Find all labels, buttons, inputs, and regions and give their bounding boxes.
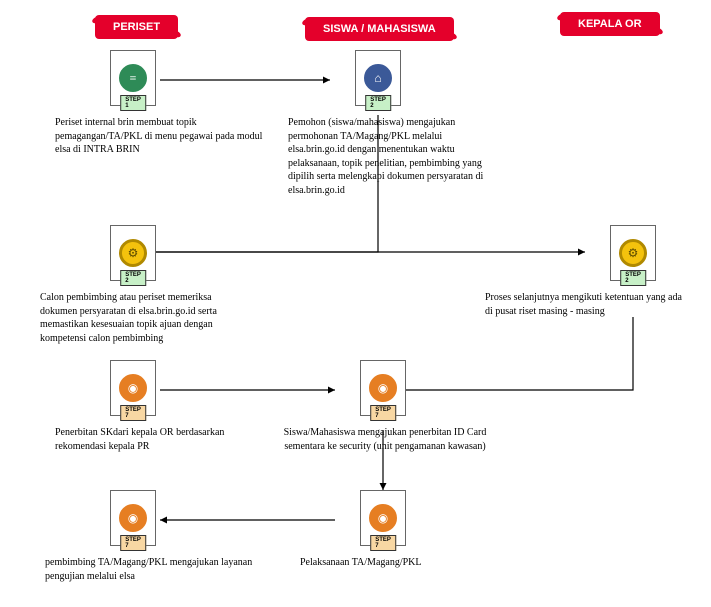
step-tag: STEP 7 — [370, 405, 396, 421]
yellow-step-icon: ⚙ — [619, 239, 647, 267]
flow-node-n2: ⌂STEP 2Pemohon (siswa/mahasiswa) mengaju… — [288, 50, 498, 197]
node-icon-box: ≡STEP 1 — [110, 50, 156, 106]
node-icon-box: ◉STEP 7 — [360, 360, 406, 416]
orange-step-icon: ◉ — [119, 374, 147, 402]
flow-node-n6: ◉STEP 7Siswa/Mahasiswa mengajukan penerb… — [280, 360, 490, 453]
step-tag: STEP 7 — [120, 405, 146, 421]
node-text: pembimbing TA/Magang/PKL mengajukan laya… — [45, 556, 255, 583]
node-icon-box: ⌂STEP 2 — [355, 50, 401, 106]
step-tag: STEP 2 — [120, 270, 146, 286]
node-text: Siswa/Mahasiswa mengajukan penerbitan ID… — [280, 426, 490, 453]
header-kepala: KEPALA OR — [560, 12, 660, 36]
step-tag: STEP 1 — [120, 95, 146, 111]
flow-node-n7: ◉STEP 7pembimbing TA/Magang/PKL mengajuk… — [45, 490, 255, 583]
step-tag: STEP 2 — [365, 95, 391, 111]
node-text: Calon pembimbing atau periset memeriksa … — [40, 291, 250, 345]
node-icon-box: ◉STEP 7 — [360, 490, 406, 546]
orange-step-icon: ◉ — [369, 374, 397, 402]
orange-step-icon: ◉ — [369, 504, 397, 532]
header-periset-label: PERISET — [113, 21, 160, 33]
flow-node-n1: ≡STEP 1Periset internal brin membuat top… — [55, 50, 265, 157]
orange-step-icon: ◉ — [119, 504, 147, 532]
node-text: Penerbitan SKdari kepala OR berdasarkan … — [55, 426, 265, 453]
green-step-icon: ≡ — [119, 64, 147, 92]
blue-step-icon: ⌂ — [364, 64, 392, 92]
node-text: Pelaksanaan TA/Magang/PKL — [300, 556, 422, 570]
step-tag: STEP 2 — [620, 270, 646, 286]
header-kepala-label: KEPALA OR — [578, 18, 642, 30]
step-tag: STEP 7 — [370, 535, 396, 551]
node-text: Pemohon (siswa/mahasiswa) mengajukan per… — [288, 116, 498, 197]
flow-node-n3: ⚙STEP 2Calon pembimbing atau periset mem… — [40, 225, 250, 345]
yellow-step-icon: ⚙ — [119, 239, 147, 267]
header-siswa-label: SISWA / MAHASISWA — [323, 23, 436, 35]
node-icon-box: ⚙STEP 2 — [110, 225, 156, 281]
header-siswa: SISWA / MAHASISWA — [305, 17, 454, 41]
step-tag: STEP 7 — [120, 535, 146, 551]
node-icon-box: ◉STEP 7 — [110, 490, 156, 546]
node-icon-box: ⚙STEP 2 — [610, 225, 656, 281]
header-periset: PERISET — [95, 15, 178, 39]
flow-node-n5: ◉STEP 7Penerbitan SKdari kepala OR berda… — [55, 360, 265, 453]
flow-node-n4: ⚙STEP 2Proses selanjutnya mengikuti kete… — [485, 225, 685, 318]
flow-node-n8: ◉STEP 7Pelaksanaan TA/Magang/PKL — [300, 490, 422, 570]
node-icon-box: ◉STEP 7 — [110, 360, 156, 416]
node-text: Periset internal brin membuat topik pema… — [55, 116, 265, 157]
node-text: Proses selanjutnya mengikuti ketentuan y… — [485, 291, 685, 318]
